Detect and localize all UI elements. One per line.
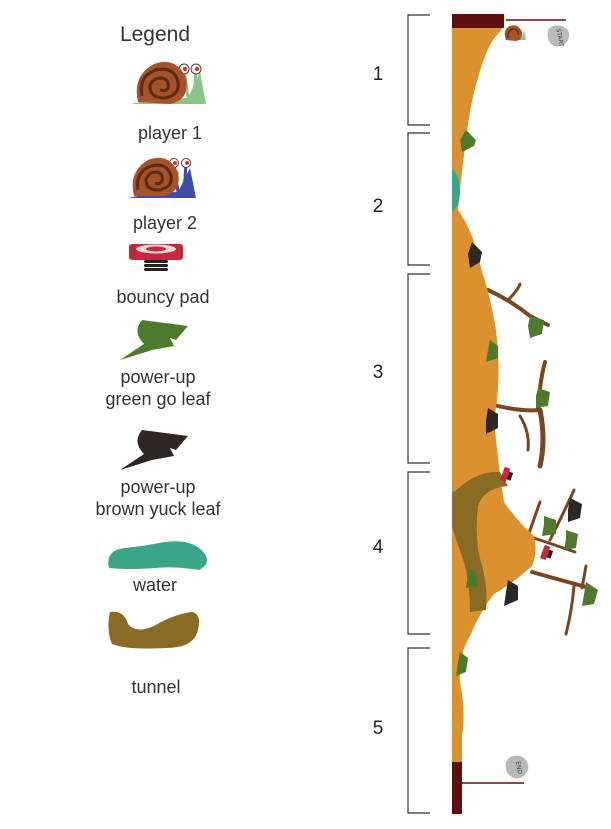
green-leaf-2 [528, 316, 544, 338]
legend-power-up-brown-label1: power-up [120, 477, 196, 497]
green-leaf-5 [542, 516, 556, 536]
green-leaf-7 [466, 568, 478, 588]
brown-leaf-2 [486, 408, 498, 434]
legend-bouncy-pad-label: bouncy pad [116, 287, 210, 307]
start-label: START [554, 28, 564, 48]
green-leaf-icon [120, 320, 188, 360]
legend-water-label: water [132, 575, 177, 595]
legend-power-up-green-label1: power-up [120, 367, 196, 387]
legend-player2-label: player 2 [132, 213, 198, 233]
green-leaf-9 [456, 652, 468, 676]
start-snail [504, 25, 526, 41]
brown-leaf-3 [568, 498, 582, 522]
start-block [452, 14, 504, 28]
green-leaf-1 [460, 130, 476, 152]
section-1-label: 1 [372, 64, 384, 85]
start-stone: START [547, 25, 570, 48]
section-2-label: 2 [372, 196, 384, 217]
section-4-label: 4 [372, 537, 384, 558]
bouncy-pad-icon [129, 244, 183, 271]
legend-panel: Legend player 1 player 2 bouncy pad [95, 23, 221, 698]
section-5-label: 5 [372, 718, 384, 739]
snail-player2-icon [128, 157, 196, 198]
snail-player1-icon [130, 61, 206, 104]
end-block [452, 762, 462, 814]
green-leaf-3 [486, 340, 498, 362]
level-map: START END [407, 14, 598, 814]
legend-player1-label: player 1 [137, 123, 203, 143]
green-leaf-6 [564, 530, 578, 550]
legend-title: Legend [119, 23, 191, 46]
water-icon [108, 541, 207, 570]
section-brackets [407, 14, 430, 814]
tunnel-area [452, 471, 508, 612]
brown-leaf-4 [504, 580, 518, 606]
tunnel-icon [108, 611, 200, 649]
green-leaf-4 [536, 388, 550, 408]
brown-leaves [468, 242, 582, 606]
legend-power-up-brown-label2: brown yuck leaf [95, 499, 221, 519]
end-label: END [514, 761, 523, 775]
section-3-label: 3 [372, 362, 384, 383]
legend-tunnel-label: tunnel [131, 677, 181, 697]
track-path [452, 14, 536, 764]
end-stone: END [505, 755, 529, 779]
legend-power-up-green-label2: green go leaf [105, 389, 211, 409]
bouncy-pads-map [500, 467, 554, 560]
water-area-1 [452, 168, 460, 212]
bouncy-pad-map-1 [500, 467, 514, 482]
bouncy-pad-map-2 [540, 545, 554, 560]
brown-leaf-icon [120, 430, 188, 470]
brown-leaf-1 [468, 242, 482, 268]
green-leaf-8 [582, 582, 598, 606]
green-leaves [456, 130, 598, 676]
